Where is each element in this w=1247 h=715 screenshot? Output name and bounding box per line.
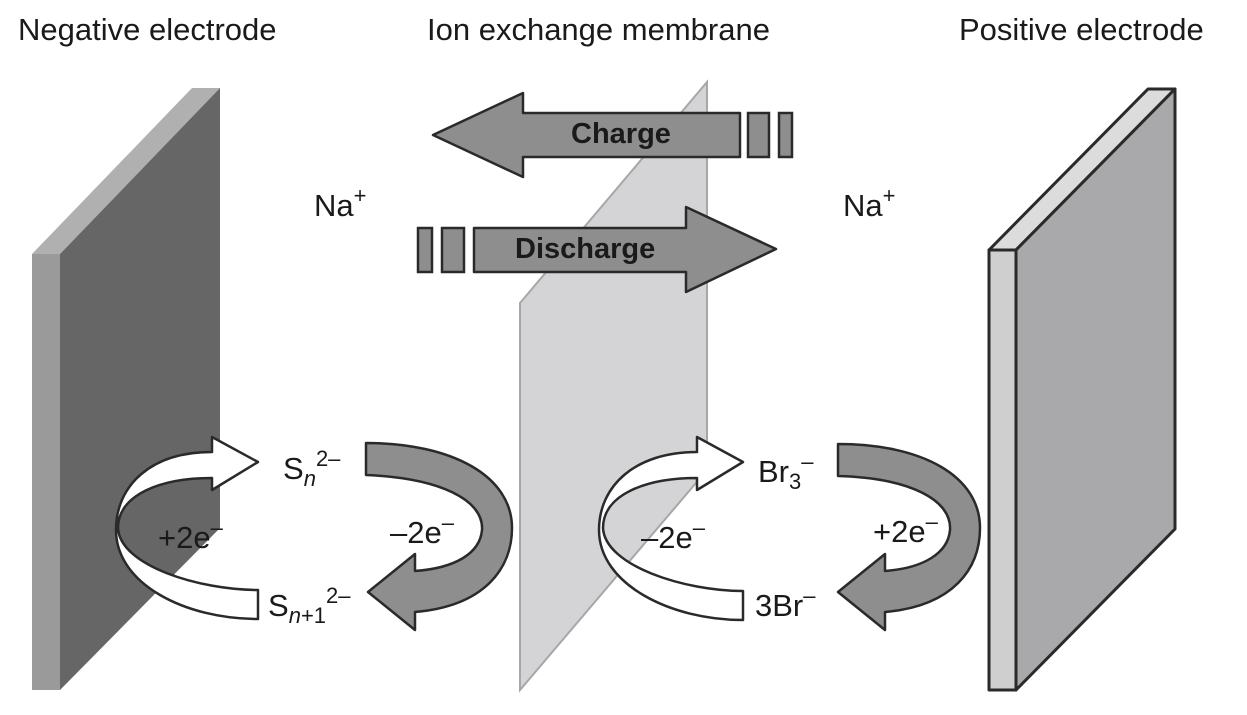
sn1-ion-charge: 2– [326, 583, 351, 608]
discharge-arrow-tail-bar-2 [440, 226, 466, 274]
na-ion-left-charge: + [353, 183, 367, 208]
positive-electrode [987, 87, 1177, 692]
sn-ion-charge: 2– [315, 446, 341, 471]
sn1-ion-subscript: n+1 [289, 603, 326, 628]
positive-discharge-cycle-arrow [836, 442, 982, 632]
pos-minus-2e-text: –2e [641, 520, 693, 555]
charge-arrow-tail-bar-1 [746, 111, 771, 159]
negative-electrode-face [60, 88, 220, 690]
sn1-ion-base: S [268, 588, 289, 623]
pos-plus-2e-text: +2e [873, 514, 926, 549]
negative-electrode-edge [32, 254, 60, 690]
br3-ion-subscript: 3 [789, 469, 802, 494]
positive-charge-cycle-arrow [597, 435, 745, 622]
sn-ion-label: Sn2– [283, 448, 340, 490]
negative-discharge-cycle-arrow [364, 441, 514, 632]
neg-plus-2e-label: +2e– [158, 517, 223, 555]
charge-arrow [431, 91, 794, 179]
discharge-arrow [416, 205, 778, 294]
negative-electrode-top [32, 88, 220, 254]
br3-ion-charge: – [801, 449, 814, 474]
positive-electrode-face [1014, 87, 1177, 692]
charge-arrow-shape [431, 91, 742, 179]
neg-plus-2e-sign: – [210, 515, 223, 540]
neg-minus-2e-text: –2e [390, 515, 442, 550]
pos-plus-2e-sign: – [925, 509, 938, 534]
br-ion-label: 3Br– [755, 585, 816, 623]
sn-ion-base: S [283, 451, 304, 486]
sn1-ion-label: Sn+12– [268, 585, 351, 627]
pos-plus-2e-label: +2e– [873, 511, 938, 549]
pos-minus-2e-sign: – [692, 515, 705, 540]
sn1-ion-subscript-n: n [288, 603, 301, 628]
discharge-arrow-tail-bar-1 [416, 226, 434, 274]
br3-ion-label: Br3– [758, 451, 814, 493]
positive-electrode-edge [987, 248, 1018, 692]
membrane-title: Ion exchange membrane [427, 12, 770, 47]
br-ion-charge: – [803, 583, 816, 608]
neg-plus-2e-text: +2e [158, 520, 211, 555]
neg-minus-2e-sign: – [441, 510, 454, 535]
sn-ion-subscript: n [304, 466, 316, 491]
na-ion-right: Na+ [843, 185, 896, 223]
discharge-label: Discharge [515, 233, 656, 265]
br-ion-base: 3Br [755, 588, 804, 623]
sn1-ion-subscript-rest: +1 [300, 603, 327, 628]
charge-label: Charge [571, 118, 671, 150]
negative-electrode [32, 88, 220, 690]
na-ion-right-symbol: Na [843, 188, 883, 223]
negative-charge-cycle-arrow [114, 435, 260, 621]
sn-ion-subscript-n: n [303, 466, 316, 491]
pos-minus-2e-label: –2e– [641, 517, 705, 555]
na-ion-right-charge: + [882, 183, 896, 208]
discharge-arrow-shape [472, 205, 778, 294]
positive-electrode-title: Positive electrode [959, 12, 1204, 47]
charge-arrow-tail-bar-2 [777, 111, 794, 159]
na-ion-left-symbol: Na [314, 188, 354, 223]
neg-minus-2e-label: –2e– [390, 512, 454, 550]
negative-electrode-title: Negative electrode [18, 12, 277, 47]
na-ion-left: Na+ [314, 185, 367, 223]
br3-ion-base: Br [758, 454, 789, 489]
